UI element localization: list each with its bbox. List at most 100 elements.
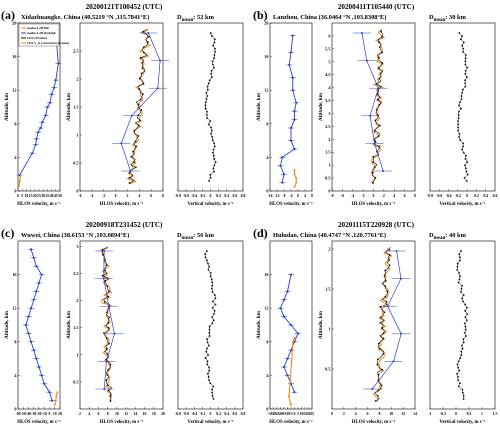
x-tick-label: -35 (267, 412, 272, 416)
mie-point (17, 185, 20, 188)
y-tick-label: 16 (12, 54, 17, 59)
vertical-point (460, 287, 463, 290)
cdl-point (103, 300, 106, 303)
x-tick-label: -0.8 (175, 194, 181, 198)
vertical-point (212, 398, 215, 400)
x-tick-label: 0 (49, 412, 51, 416)
vertical-point (211, 281, 214, 284)
cdl-point (105, 264, 108, 267)
vertical-point (211, 291, 214, 293)
vertical-point (214, 303, 217, 306)
cdl-point (107, 389, 110, 392)
x-tick-label: -4 (289, 194, 292, 198)
x-tick-label: 4 (355, 412, 357, 416)
vertical-point (463, 331, 466, 334)
x-tick-label: 6 (367, 412, 369, 416)
x-tick-label: 0.6 (233, 412, 238, 416)
x-tick-label: -8 (282, 194, 285, 198)
cdl-point (138, 88, 141, 90)
x-tick-label: -4 (351, 194, 354, 198)
mie-point (56, 391, 59, 394)
vertical-point (208, 325, 211, 328)
rayleigh-zoom-point (369, 114, 372, 117)
vertical-point (457, 281, 460, 284)
y-tick-label: 0.5 (73, 379, 78, 384)
cdl-point (382, 337, 385, 340)
x-tick-label: 4 (304, 194, 306, 198)
vertical-point (466, 76, 468, 78)
vertical-point (464, 60, 467, 63)
x-tick-label: 15 (303, 412, 307, 416)
y-axis-label: Altitude, km (66, 310, 72, 339)
y-tick-label: 1.5 (325, 287, 330, 292)
vertical-point (464, 85, 467, 88)
vertical-point (457, 360, 460, 363)
cdl-point (134, 166, 137, 169)
vertical-point (460, 98, 463, 101)
x-tick-label: 0.4 (483, 194, 488, 198)
x-tick-label: 4 (393, 194, 395, 198)
x-tick-label: -15 (281, 412, 286, 416)
vertical-point (461, 148, 463, 151)
cdl-point (106, 353, 109, 355)
vertical-point (465, 335, 467, 337)
cdl-point (104, 280, 107, 282)
vertical-point (464, 54, 467, 56)
cdl-point (140, 72, 143, 75)
mie-point (295, 181, 298, 184)
cdl-point (383, 274, 386, 277)
x-tick-label: 20 (33, 194, 37, 198)
panel-dmean: Dmean: 56 km (177, 232, 215, 241)
vertical-point (466, 161, 469, 164)
x-tick-label: -1 (428, 412, 431, 416)
panel-c: 20200918T231452 (UTC) (c) Wuwei, China (38… (1, 221, 245, 425)
cdl-point (138, 77, 141, 80)
cdl-point (141, 62, 144, 64)
vertical-point (212, 63, 214, 66)
cdl-point (376, 363, 379, 366)
rayleigh-zoom-point (156, 87, 159, 90)
rayleigh-zoom-point (129, 170, 132, 172)
vertical-point (213, 41, 216, 44)
cdl-point (142, 46, 145, 49)
cdl-point (379, 316, 382, 319)
x-axis-label: HLOS velocity, m s⁻¹ (100, 419, 144, 425)
vertical-point (214, 161, 217, 164)
cdl-point (108, 342, 111, 345)
vertical-point (459, 256, 461, 259)
rayleigh-zoom-point (382, 170, 385, 172)
vertical-point (464, 57, 467, 60)
axes-3: -0.8 -0.6 -0.4 -0.2 0 0.2 0.4 0.6 0.8 Vertical ve… (175, 240, 245, 425)
x-tick-label: 0.4 (224, 412, 229, 416)
y-tick-label: 1.5 (73, 325, 78, 330)
cdl-point (101, 248, 104, 251)
cdl-point (128, 182, 131, 184)
panel-letter: (c) (1, 226, 14, 240)
x-tick-label: 14 (133, 412, 137, 416)
axes-2: -6 -4 -2 0 2 4 6 8 0 0.5 1 1.5 2 2.5 HLOS velocity, m … (66, 22, 164, 207)
vertical-point (465, 180, 468, 182)
x-tick-label: -16 (267, 194, 272, 198)
rayleigh-zoom-point (399, 277, 402, 280)
vertical-point (458, 104, 460, 107)
vertical-point (460, 354, 463, 356)
vertical-point (212, 154, 215, 157)
rayleigh-zoom-point (400, 332, 403, 335)
y-tick-label: 4.5 (325, 72, 330, 77)
x-tick-label: -25 (274, 412, 279, 416)
vertical-point (206, 347, 208, 350)
y-tick-label: 6 (328, 33, 331, 38)
vertical-point (206, 250, 208, 252)
vertical-point (460, 350, 463, 353)
panel-letter: (a) (1, 8, 15, 22)
cdl-point (374, 119, 377, 122)
cdl-point (142, 30, 145, 33)
cdl-point (378, 41, 380, 43)
vertical-point (210, 132, 212, 135)
mie-point (293, 336, 296, 339)
vertical-point (206, 88, 209, 91)
panel-d: 20201115T220928 (UTC) (d) Huludao, China (… (253, 221, 497, 425)
vertical-point (212, 167, 215, 170)
y-tick-label: 16 (264, 54, 269, 59)
vertical-point (211, 139, 214, 141)
